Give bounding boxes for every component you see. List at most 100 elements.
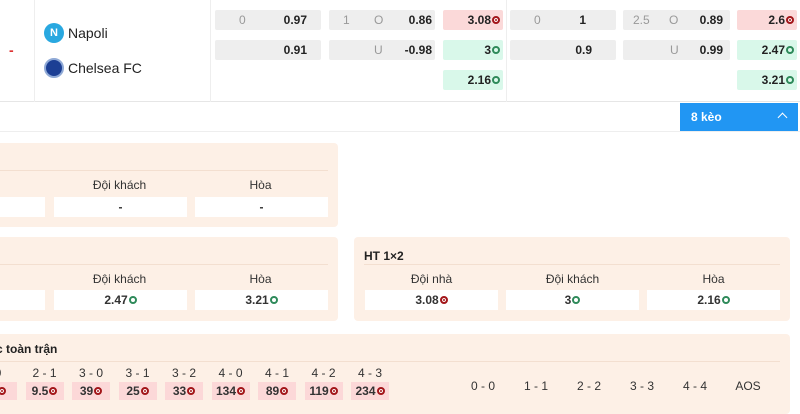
odds: 0.89 <box>699 13 723 27</box>
chevron-up-icon <box>777 112 788 123</box>
down-arrow-icon <box>140 387 149 395</box>
score-odds[interactable]: 234 <box>351 382 389 400</box>
team-away[interactable]: Chelsea FC <box>44 58 142 78</box>
panel-title: HT 1×2 <box>364 249 404 263</box>
score-label: 4 - 0 <box>218 366 243 380</box>
market-panel-1: Đội khách Hòa - - <box>0 143 338 227</box>
under-label: U <box>670 43 679 57</box>
score-label: 3 - 0 <box>78 366 103 380</box>
score-label: 4 - 1 <box>264 366 289 380</box>
ft-handicap-away[interactable]: 0.91 <box>215 40 321 60</box>
score-label: 3 - 1 <box>125 366 150 380</box>
team-away-name: Chelsea FC <box>68 60 142 76</box>
more-odds-label: 8 kèo <box>691 110 722 124</box>
odds-draw[interactable]: 2.16 <box>647 290 780 310</box>
score-odds[interactable]: 9.5 <box>25 382 64 400</box>
draw-score-label: 2 - 2 <box>576 379 601 393</box>
up-arrow-icon <box>786 76 794 84</box>
ou-line: 1 <box>343 13 350 27</box>
h1-1x2-away[interactable]: 2.47 <box>737 40 797 60</box>
draw-score-label: 3 - 3 <box>629 379 654 393</box>
odds-away[interactable]: - <box>54 197 187 217</box>
odds-away[interactable]: 3 <box>506 290 639 310</box>
label-draw: Hòa <box>702 272 725 286</box>
odds: 0.99 <box>699 43 723 57</box>
odds: 2.6 <box>768 13 785 27</box>
divider <box>0 131 800 132</box>
h1-under[interactable]: U 0.99 <box>623 40 730 60</box>
label-away: Đội khách <box>92 272 147 286</box>
odds: 3 <box>484 43 491 57</box>
correct-score-panel: c toàn trận 0 0 2 - 1 9.5 3 - 0 39 3 - 1 25 3 - … <box>0 334 790 414</box>
down-arrow-icon <box>49 387 58 395</box>
score-odds[interactable]: 89 <box>258 382 296 400</box>
label-draw: Hòa <box>249 178 272 192</box>
market-panel-2: Đội khách Hòa 2.47 3.21 <box>0 237 338 321</box>
odds-draw[interactable]: 3.21 <box>195 290 328 310</box>
down-arrow-icon <box>94 387 103 395</box>
odds: 1 <box>579 13 586 27</box>
h1-over[interactable]: 2.5 O 0.89 <box>623 10 730 30</box>
score-odds[interactable]: 119 <box>304 382 343 400</box>
odds: 9.5 <box>31 384 49 398</box>
handicap-line: 0 <box>534 13 541 27</box>
down-arrow-icon <box>329 387 338 395</box>
ft-1x2-home[interactable]: 3.08 <box>443 10 503 30</box>
odds: 0.97 <box>283 13 307 27</box>
chelsea-logo-icon <box>44 58 64 78</box>
odds-draw[interactable]: - <box>195 197 328 217</box>
odds: 39 <box>79 384 94 398</box>
divider <box>210 0 211 102</box>
score-odds[interactable]: 39 <box>72 382 110 400</box>
ft-1x2-draw[interactable]: 2.16 <box>443 70 503 90</box>
divider <box>506 0 507 102</box>
ft-over[interactable]: 1 O 0.86 <box>329 10 435 30</box>
up-arrow-icon <box>721 296 730 304</box>
odds: 25 <box>126 384 140 398</box>
odds: -0.98 <box>404 43 432 57</box>
up-arrow-icon <box>492 46 500 54</box>
up-arrow-icon <box>786 46 794 54</box>
odds-home[interactable] <box>0 290 45 310</box>
odds: 0.86 <box>408 13 432 27</box>
odds: 3.08 <box>467 13 491 27</box>
odds-home[interactable] <box>0 197 45 217</box>
team-home[interactable]: N Napoli <box>44 23 108 43</box>
ft-under[interactable]: U -0.98 <box>329 40 435 60</box>
odds-away[interactable]: 2.47 <box>54 290 187 310</box>
draw-score-label: 0 - 0 <box>470 379 495 393</box>
odds-home[interactable]: 3.08 <box>365 290 498 310</box>
h1-handicap-away[interactable]: 0.9 <box>510 40 616 60</box>
ht-1x2-panel: HT 1×2 Đội nhà Đội khách Hòa 3.08 3 2.16 <box>354 237 790 321</box>
divider <box>34 0 35 102</box>
odds: 2.16 <box>467 73 491 87</box>
score-label: 2 - 1 <box>32 366 57 380</box>
score-label: 3 - 2 <box>171 366 196 380</box>
score-odds[interactable]: 0 <box>0 382 17 400</box>
match-row: - N Napoli Chelsea FC 0 0.97 0.91 1 O 0.86 … <box>0 0 800 102</box>
score-odds[interactable]: 25 <box>118 382 157 400</box>
draw-score-label: AOS <box>735 379 761 393</box>
match-score: - <box>9 42 14 58</box>
score-odds[interactable]: 134 <box>211 382 250 400</box>
odds: 89 <box>265 384 280 398</box>
up-arrow-icon <box>269 296 278 304</box>
score-odds[interactable]: 33 <box>165 382 203 400</box>
label-away: Đội khách <box>545 272 600 286</box>
label-home: Đội nhà <box>410 272 453 286</box>
h1-1x2-draw[interactable]: 3.21 <box>737 70 797 90</box>
score-label: 4 - 3 <box>357 366 382 380</box>
odds: 33 <box>172 384 187 398</box>
label-away: Đội khách <box>92 178 147 192</box>
more-odds-button[interactable]: 8 kèo <box>680 103 798 131</box>
over-label: O <box>669 13 679 27</box>
odds: 134 <box>215 384 237 398</box>
down-arrow-icon <box>439 296 448 304</box>
h1-1x2-home[interactable]: 2.6 <box>737 10 797 30</box>
odds: 3.21 <box>761 73 785 87</box>
odds: 234 <box>355 384 376 398</box>
ft-1x2-away[interactable]: 3 <box>443 40 503 60</box>
up-arrow-icon <box>572 296 581 304</box>
ft-handicap-home[interactable]: 0 0.97 <box>215 10 321 30</box>
